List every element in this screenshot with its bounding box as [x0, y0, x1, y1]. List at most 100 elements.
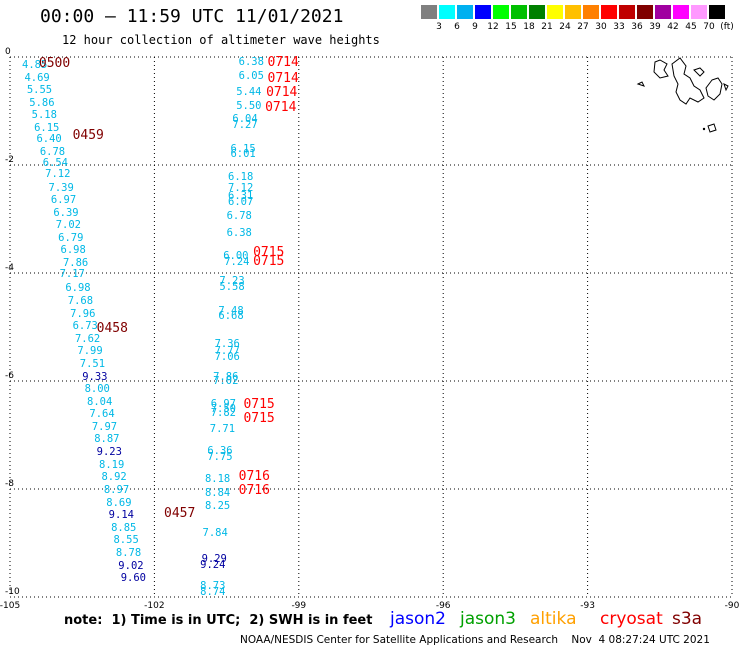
wave-height-label: 7.12 — [45, 168, 71, 181]
wave-height-label: 7.02 — [213, 375, 239, 387]
wave-height-label: 7.68 — [67, 295, 94, 308]
map-subtitle: 12 hour collection of altimeter wave hei… — [62, 33, 380, 47]
x-tick-label: -93 — [580, 601, 595, 611]
wave-height-label: 9.29 — [201, 553, 227, 566]
grid-lines — [9, 56, 733, 598]
wave-height-label: 6.00 — [223, 249, 249, 262]
wave-height-label: 6.97 — [50, 194, 77, 207]
satellite-name-cryosat: cryosat — [600, 609, 663, 629]
satellite-name-altika: altika — [530, 609, 577, 629]
legend-label: (ft) — [720, 22, 734, 32]
wave-height-label: 6.73 — [72, 319, 98, 332]
y-tick-label: 0 — [5, 47, 11, 57]
wave-height-label: 8.74 — [200, 585, 226, 598]
wave-height-label: 5.44 — [236, 86, 262, 99]
legend-swatch — [709, 5, 725, 19]
legend-label: 39 — [649, 22, 661, 32]
x-tick-label: -96 — [435, 601, 451, 611]
wave-height-label: 7.71 — [209, 422, 236, 435]
legend-swatch — [691, 5, 707, 19]
legend-swatch — [637, 5, 653, 19]
x-tick-label: -102 — [144, 601, 165, 611]
wave-height-label: 7.17 — [59, 268, 85, 281]
y-tick-label: -6 — [5, 371, 14, 381]
wave-height-label: 7.12 — [228, 181, 254, 194]
pass-time-label: 0715 — [253, 245, 285, 261]
pass-time-label: 0458 — [96, 321, 128, 337]
wave-height-label: 7.99 — [77, 345, 103, 358]
wave-height-label: 6.18 — [228, 170, 254, 183]
y-tick-label: -2 — [5, 155, 14, 165]
wave-height-label: 8.25 — [204, 500, 231, 513]
legend-label: 15 — [505, 22, 517, 32]
wave-height-label: 8.69 — [106, 496, 132, 509]
wave-height-label: 9.24 — [200, 558, 226, 571]
wave-height-label: 8.97 — [103, 484, 130, 497]
legend-label: 21 — [541, 22, 553, 32]
legend-swatch — [547, 5, 563, 19]
wave-height-label: 7.50 — [210, 403, 236, 416]
pass-time-label: 0716 — [238, 483, 270, 499]
wave-height-label: 6.97 — [210, 397, 236, 410]
credit-line: NOAA/NESDIS Center for Satellite Applica… — [240, 634, 710, 646]
pass-time-label: 0714 — [266, 85, 298, 101]
legend-label: 6 — [454, 22, 460, 32]
wave-height-label: 6.40 — [36, 133, 62, 146]
legend-label: 18 — [523, 22, 535, 32]
legend-swatch — [511, 5, 527, 19]
legend-swatch — [565, 5, 581, 19]
legend-swatch — [655, 5, 671, 19]
wave-height-label: 7.23 — [219, 275, 245, 288]
pass-time-label: 0715 — [243, 396, 275, 412]
wave-height-label: 7.97 — [91, 420, 118, 433]
wave-height-label: 5.50 — [236, 99, 262, 112]
y-tick-label: -4 — [5, 263, 14, 273]
wave-height-label: 6.04 — [232, 113, 258, 126]
wave-height-label: 5.86 — [29, 96, 55, 109]
x-tick-label: -105 — [0, 601, 21, 611]
wave-height-label: 7.86 — [213, 370, 239, 383]
legend-swatch — [475, 5, 491, 19]
y-tick-label: -10 — [5, 587, 20, 597]
wave-height-label: 6.78 — [39, 145, 66, 158]
legend-label: 12 — [487, 22, 499, 32]
pass-time-label: 0716 — [238, 468, 270, 484]
satellite-name-jason3: jason3 — [460, 609, 516, 629]
wave-height-label: 7.75 — [207, 450, 233, 463]
wave-height-label: 9.33 — [82, 370, 108, 383]
note-text: note: 1) Time is in UTC; 2) SWH is in fe… — [64, 613, 373, 628]
legend-swatch — [421, 5, 437, 19]
wave-height-label: 7.82 — [210, 407, 236, 420]
wave-height-label: 9.60 — [120, 572, 146, 585]
legend-swatch — [583, 5, 599, 19]
legend-label: 33 — [613, 22, 625, 32]
wave-height-label: 7.24 — [224, 256, 250, 269]
wave-height-label: 6.78 — [226, 210, 252, 223]
legend-swatch — [619, 5, 635, 19]
wave-height-label: 7.48 — [218, 304, 244, 317]
wave-height-label: 8.19 — [99, 458, 125, 471]
x-tick-label: -99 — [291, 601, 307, 611]
wave-height-label: 6.39 — [53, 206, 79, 219]
wave-height-label: 9.23 — [96, 446, 122, 459]
legend-label: 9 — [472, 22, 478, 32]
pass-time-label: 0715 — [243, 410, 275, 426]
legend-label: 45 — [685, 22, 697, 32]
wave-height-label: 7.84 — [202, 527, 228, 540]
wave-height-label: 7.51 — [79, 357, 106, 370]
wave-height-label: 9.02 — [118, 559, 144, 572]
wave-height-label: 7.62 — [74, 332, 101, 345]
galapagos-islands — [636, 57, 729, 133]
wave-height-label: 6.98 — [60, 244, 86, 257]
wave-height-label: 6.38 — [226, 226, 252, 239]
pass-time-label: 0457 — [164, 506, 196, 522]
wave-height-label: 7.39 — [48, 181, 74, 194]
wave-height-label: 6.31 — [228, 190, 254, 203]
wave-height-label: 6.36 — [207, 445, 233, 458]
wave-height-label: 7.36 — [214, 338, 240, 351]
wave-height-label: 6.54 — [42, 157, 69, 170]
wave-height-label: 7.96 — [70, 307, 96, 320]
pass-time-label: 0714 — [267, 70, 299, 86]
wave-height-label: 6.15 — [230, 142, 256, 155]
wave-height-label: 6.38 — [238, 56, 264, 69]
